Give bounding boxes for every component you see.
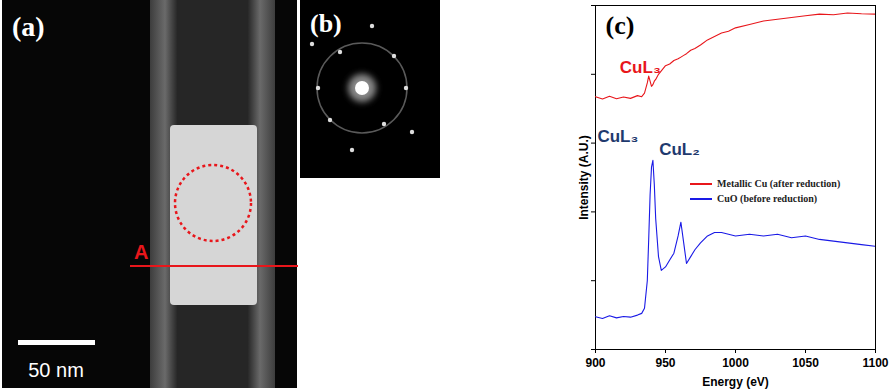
svg-text:CuL₃: CuL₃	[620, 58, 661, 77]
svg-text:1000: 1000	[722, 356, 749, 370]
svg-text:A: A	[134, 241, 148, 263]
svg-text:50 nm: 50 nm	[28, 359, 84, 381]
svg-text:950: 950	[655, 356, 675, 370]
svg-text:CuL₂: CuL₂	[659, 140, 700, 159]
svg-text:Intensity (A.U.): Intensity (A.U.)	[577, 135, 591, 220]
html-text:CuO (before reduction): CuO (before reduction)	[717, 193, 818, 204]
svg-text:(a): (a)	[12, 11, 45, 42]
svg-text:1100: 1100	[862, 356, 888, 370]
svg-text:(c): (c)	[606, 11, 635, 40]
svg-text:(b): (b)	[310, 9, 342, 38]
svg-text:1050: 1050	[792, 356, 819, 370]
svg-text:Energy (eV): Energy (eV)	[702, 375, 769, 389]
svg-text:900: 900	[585, 356, 605, 370]
svg-text:CuL₃: CuL₃	[597, 127, 638, 146]
html-text:Metallic Cu (after reduction): Metallic Cu (after reduction)	[717, 178, 841, 189]
